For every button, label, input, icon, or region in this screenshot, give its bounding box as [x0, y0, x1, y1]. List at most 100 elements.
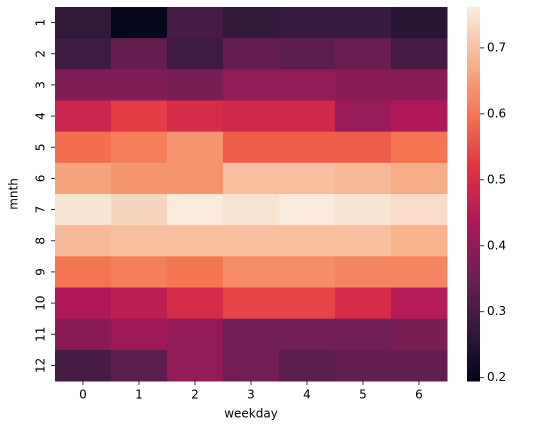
- heatmap-cell: [391, 69, 448, 101]
- y-tick-label: 12: [34, 358, 48, 373]
- colorbar-segment: [467, 354, 480, 358]
- colorbar-segment: [467, 190, 480, 193]
- heatmap-cell: [111, 162, 168, 195]
- colorbar-segment: [467, 300, 480, 303]
- colorbar-segment: [467, 94, 480, 98]
- colorbar-segment: [467, 358, 480, 361]
- colorbar-segment: [467, 231, 480, 234]
- colorbar-segment: [467, 319, 480, 322]
- heatmap-cell: [223, 256, 280, 288]
- colorbar-segment: [467, 27, 480, 30]
- colorbar-segment: [467, 78, 480, 81]
- colorbar-segment: [467, 18, 480, 21]
- colorbar-segment: [467, 8, 480, 12]
- y-tick-label: 9: [34, 268, 48, 276]
- colorbar-segment: [467, 298, 480, 302]
- colorbar-segment: [467, 371, 480, 375]
- heatmap-cell: [167, 69, 224, 101]
- heatmap-cell: [335, 349, 392, 382]
- x-tick-label: 0: [79, 388, 87, 402]
- colorbar-segment: [467, 173, 480, 176]
- colorbar-segment: [467, 278, 480, 281]
- colorbar-segment: [467, 50, 480, 53]
- colorbar-segment: [467, 48, 480, 51]
- colorbar-segment: [467, 154, 480, 158]
- heatmap-cell: [55, 194, 112, 226]
- colorbar-segment: [467, 66, 480, 70]
- heatmap-cell: [279, 38, 336, 70]
- colorbar-segment: [467, 287, 480, 290]
- heatmap-cell: [223, 131, 280, 164]
- heatmap-cell: [223, 225, 280, 257]
- heatmap-cell: [391, 256, 448, 288]
- colorbar-segment: [467, 70, 480, 73]
- heatmap-cell: [279, 7, 336, 39]
- colorbar-segment: [467, 89, 480, 92]
- heatmap-cell: [279, 256, 336, 288]
- x-tick-label: 2: [191, 388, 199, 402]
- colorbar-segment: [467, 317, 480, 320]
- colorbar-segment: [467, 251, 480, 255]
- colorbar-segment: [467, 102, 480, 105]
- x-axis-label: weekday: [224, 407, 278, 421]
- colorbar-segment: [467, 356, 480, 360]
- colorbar-segment: [467, 255, 480, 259]
- heatmap-cell: [55, 287, 112, 320]
- heatmap-cell: [223, 69, 280, 101]
- colorbar-segment: [467, 274, 480, 277]
- heatmap-cell: [55, 69, 112, 101]
- heatmap-cell: [111, 318, 168, 351]
- colorbar-segment: [467, 149, 480, 152]
- heatmap-cell: [167, 38, 224, 70]
- heatmap-cell: [111, 349, 168, 382]
- colorbar-segment: [467, 242, 480, 245]
- colorbar-segment: [467, 332, 480, 335]
- colorbar-segment: [467, 351, 480, 354]
- colorbar-segment: [467, 201, 480, 204]
- colorbar-segment: [467, 53, 480, 57]
- colorbar-segment: [467, 306, 480, 309]
- colorbar-segment: [467, 46, 480, 49]
- heatmap-cell: [167, 7, 224, 39]
- heatmap-cell: [391, 131, 448, 164]
- heatmap-cell: [111, 131, 168, 164]
- heatmap-cell: [279, 194, 336, 226]
- colorbar-segment: [467, 360, 480, 363]
- colorbar-segment: [467, 337, 480, 341]
- colorbar-segment: [467, 281, 480, 285]
- colorbar-segment: [467, 195, 480, 199]
- colorbar-segment: [467, 68, 480, 72]
- colorbar-segment: [467, 171, 480, 174]
- heatmap-cell: [391, 7, 448, 39]
- colorbar-segment: [467, 169, 480, 173]
- colorbar-segment: [467, 111, 480, 115]
- heatmap-cell: [111, 69, 168, 101]
- colorbar-segment: [467, 210, 480, 214]
- colorbar-segment: [467, 212, 480, 216]
- colorbar-segment: [467, 207, 480, 210]
- y-tick-label: 7: [34, 206, 48, 214]
- colorbar-segment: [467, 366, 480, 369]
- colorbar-segment: [467, 339, 480, 343]
- colorbar-segment: [467, 33, 480, 36]
- colorbar-segment: [467, 21, 480, 25]
- heatmap-cell: [111, 287, 168, 320]
- colorbar-segment: [467, 180, 480, 184]
- heatmap-cell: [391, 318, 448, 351]
- colorbar-segment: [467, 341, 480, 345]
- colorbar-segment: [467, 162, 480, 165]
- heatmap-cell: [335, 287, 392, 320]
- colorbar-segment: [467, 216, 480, 219]
- colorbar-segment: [467, 44, 480, 47]
- colorbar-segment: [467, 220, 480, 223]
- colorbar-segment: [467, 285, 480, 288]
- heatmap-cell: [335, 7, 392, 39]
- heatmap-cell: [55, 318, 112, 351]
- colorbar-segment: [467, 100, 480, 103]
- colorbar-segment: [467, 59, 480, 62]
- colorbar-tick-label: 0.2: [487, 370, 506, 384]
- heatmap-cell: [223, 100, 280, 133]
- heatmap-cell: [167, 100, 224, 133]
- heatmap-cell: [279, 349, 336, 382]
- colorbar-segment: [467, 40, 480, 44]
